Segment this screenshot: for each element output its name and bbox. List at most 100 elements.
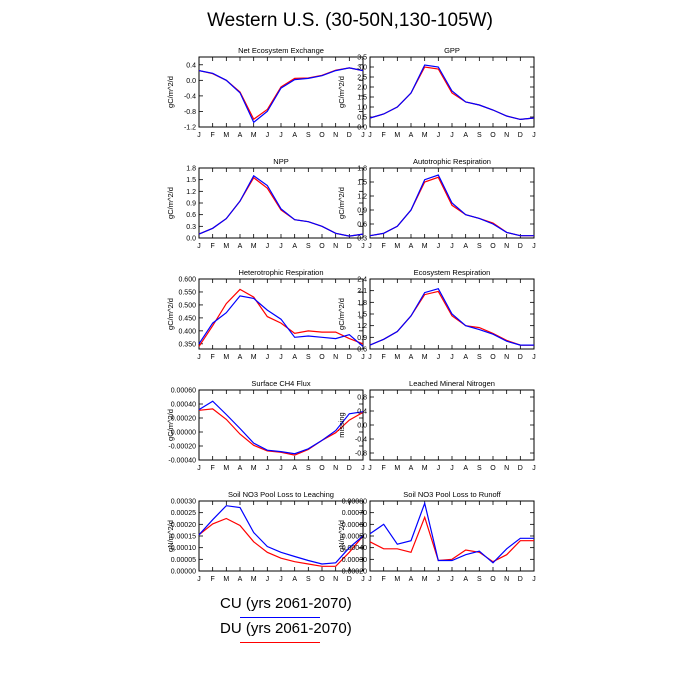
soil-no3-pool-loss-to-leaching-ytick-label: 0.00015 [171,534,196,541]
soil-no3-pool-loss-to-leaching-xtick-label: M [223,576,229,583]
net-ecosystem-exchange-title: Net Ecosystem Exchange [238,46,324,55]
net-ecosystem-exchange-xtick-label: J [361,132,365,139]
soil-no3-pool-loss-to-runoff-ytick-label: 0.00030 [342,557,367,564]
soil-no3-pool-loss-to-runoff-xtick-label: J [437,576,441,583]
gpp-series-du [369,66,535,121]
npp-xtick-label: M [251,243,257,250]
net-ecosystem-exchange-xtick-label: A [292,132,297,139]
surface-ch4-flux-ytick-label: 0.00000 [171,430,196,437]
ecosystem-respiration-xtick-label: J [532,354,536,361]
net-ecosystem-exchange-xtick-label: M [223,132,229,139]
gpp-xtick-label: A [463,132,468,139]
gpp-ytick-label: 0.0 [357,125,367,132]
soil-no3-pool-loss-to-leaching-ytick-label: 0.00005 [171,557,196,564]
net-ecosystem-exchange-xtick-label: J [266,132,270,139]
surface-ch4-flux-title: Surface CH4 Flux [251,379,310,388]
autotrophic-respiration-ylabel: gC/m^2/d [337,187,346,219]
leached-mineral-nitrogen-xtick-label: A [409,465,414,472]
leached-mineral-nitrogen-ytick-label: -0.8 [355,451,367,458]
surface-ch4-flux-xtick-label: M [223,465,229,472]
autotrophic-respiration-ytick-label: 0.3 [357,236,367,243]
heterotrophic-respiration-ytick-label: 0.600 [178,277,196,284]
ecosystem-respiration-ytick-label: 2.1 [357,288,367,295]
heterotrophic-respiration-ytick-label: 0.350 [178,341,196,348]
autotrophic-respiration-xtick-label: M [422,243,428,250]
leached-mineral-nitrogen-xtick-label: J [437,465,441,472]
npp-xtick-label: D [347,243,352,250]
npp-xtick-label: J [361,243,365,250]
net-ecosystem-exchange-xtick-label: S [306,132,311,139]
autotrophic-respiration-xtick-label: J [532,243,536,250]
heterotrophic-respiration-xtick-label: J [361,354,365,361]
surface-ch4-flux-ytick-label: -0.00020 [168,444,196,451]
gpp-xtick-label: D [518,132,523,139]
net-ecosystem-exchange-ytick-label: -0.4 [184,93,196,100]
npp-xtick-label: J [266,243,270,250]
ecosystem-respiration-ytick-label: 0.6 [357,347,367,354]
ecosystem-respiration-xtick-label: M [394,354,400,361]
autotrophic-respiration-xtick-label: N [504,243,509,250]
soil-no3-pool-loss-to-leaching-ytick-label: 0.00020 [171,522,196,529]
gpp-xtick-label: J [532,132,536,139]
leached-mineral-nitrogen-xtick-label: M [422,465,428,472]
autotrophic-respiration-title: Autotrophic Respiration [413,157,491,166]
ecosystem-respiration-xtick-label: O [490,354,496,361]
npp-ytick-label: 0.0 [186,236,196,243]
gpp-ytick-label: 1.0 [357,105,367,112]
ecosystem-respiration-series-du [369,290,534,346]
autotrophic-respiration-series-du [369,176,534,237]
autotrophic-respiration-xtick-label: J [437,243,441,250]
legend-entry-du: DU (yrs 2061-2070) [220,620,352,637]
net-ecosystem-exchange-ylabel: gC/m^2/d [166,76,175,108]
ecosystem-respiration-xtick-label: D [518,354,523,361]
heterotrophic-respiration-xtick-label: A [238,354,243,361]
ecosystem-respiration-xtick-label: J [437,354,441,361]
leached-mineral-nitrogen-title: Leached Mineral Nitrogen [409,379,495,388]
soil-no3-pool-loss-to-runoff-series-cu [369,501,534,564]
soil-no3-pool-loss-to-runoff-xtick-label: A [409,576,414,583]
leached-mineral-nitrogen-ytick-label: -0.4 [355,437,367,444]
soil-no3-pool-loss-to-leaching-xtick-label: A [238,576,243,583]
gpp-xtick-label: N [504,132,509,139]
npp-ytick-label: 0.9 [186,201,196,208]
leached-mineral-nitrogen-xtick-label: J [450,465,454,472]
net-ecosystem-exchange-xtick-label: F [211,132,215,139]
gpp-xtick-label: J [437,132,441,139]
autotrophic-respiration-ytick-label: 1.2 [357,194,367,201]
legend-label-cu: CU (yrs 2061-2070) [220,595,352,612]
soil-no3-pool-loss-to-runoff-ytick-label: 0.00040 [342,545,367,552]
leached-mineral-nitrogen-xtick-label: D [518,465,523,472]
npp-ytick-label: 0.6 [186,212,196,219]
ecosystem-respiration-xtick-label: S [477,354,482,361]
ecosystem-respiration-ytick-label: 1.5 [357,312,367,319]
gpp-xtick-label: F [382,132,386,139]
net-ecosystem-exchange-xtick-label: J [279,132,283,139]
npp-ytick-label: 0.3 [186,224,196,231]
autotrophic-respiration-ytick-label: 0.6 [357,222,367,229]
surface-ch4-flux-xtick-label: F [211,465,215,472]
gpp-ytick-label: 1.5 [357,95,367,102]
npp-ytick-label: 1.2 [186,189,196,196]
soil-no3-pool-loss-to-runoff-xtick-label: D [518,576,523,583]
autotrophic-respiration-xtick-label: O [490,243,496,250]
gpp-xtick-label: O [490,132,496,139]
heterotrophic-respiration-xtick-label: A [292,354,297,361]
autotrophic-respiration-xtick-label: J [368,243,372,250]
npp-xtick-label: S [306,243,311,250]
leached-mineral-nitrogen-ytick-label: 0.4 [357,409,367,416]
ecosystem-respiration-ytick-label: 0.9 [357,335,367,342]
net-ecosystem-exchange-ytick-label: -0.8 [184,109,196,116]
soil-no3-pool-loss-to-leaching-ytick-label: 0.00025 [171,510,196,517]
soil-no3-pool-loss-to-runoff-xtick-label: N [504,576,509,583]
soil-no3-pool-loss-to-leaching-ytick-label: 0.00010 [171,545,196,552]
soil-no3-pool-loss-to-runoff-xtick-label: J [450,576,454,583]
surface-ch4-flux-xtick-label: N [333,465,338,472]
soil-no3-pool-loss-to-leaching-xtick-label: J [197,576,201,583]
leached-mineral-nitrogen-xtick-label: F [382,465,386,472]
soil-no3-pool-loss-to-runoff-title: Soil NO3 Pool Loss to Runoff [403,490,501,499]
soil-no3-pool-loss-to-runoff-xtick-label: M [394,576,400,583]
surface-ch4-flux-xtick-label: J [197,465,201,472]
surface-ch4-flux-xtick-label: A [238,465,243,472]
leached-mineral-nitrogen-xtick-label: J [532,465,536,472]
